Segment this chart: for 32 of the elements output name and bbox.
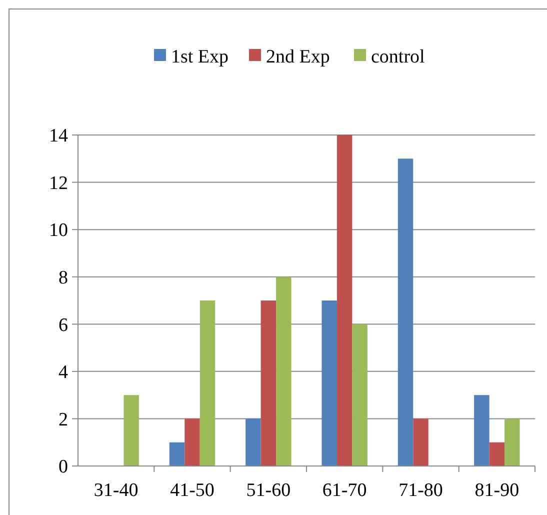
y-tick-label: 0 [58,456,68,478]
legend-label: control [371,46,425,68]
x-tick-label: 41-50 [170,480,214,501]
bar [352,324,368,466]
bar [260,300,276,466]
bar [489,442,505,466]
bar [322,300,337,466]
x-tick-label: 61-70 [322,480,367,501]
bar [200,300,216,466]
y-tick-label: 12 [49,172,68,194]
bar [336,135,352,466]
x-tick-label: 31-40 [94,480,138,501]
y-tick-label: 6 [58,314,68,336]
bar [398,158,414,466]
bar [474,395,490,466]
legend-label: 1st Exp [171,46,229,68]
bar [184,418,200,466]
x-tick-label: 51-60 [246,480,291,501]
y-tick-label: 10 [49,220,68,242]
y-tick-label: 8 [58,268,68,289]
y-tick-label: 2 [58,409,68,430]
y-tick-label: 4 [58,362,68,384]
bar [246,418,261,466]
bar [124,395,139,466]
bar [413,418,428,466]
x-tick-label: 71-80 [398,480,443,501]
y-tick-label: 14 [49,126,68,147]
legend-label: 2nd Exp [266,46,330,68]
bar [276,276,292,466]
bar [504,418,520,466]
bar [169,442,185,466]
x-tick-label: 81-90 [474,480,520,501]
